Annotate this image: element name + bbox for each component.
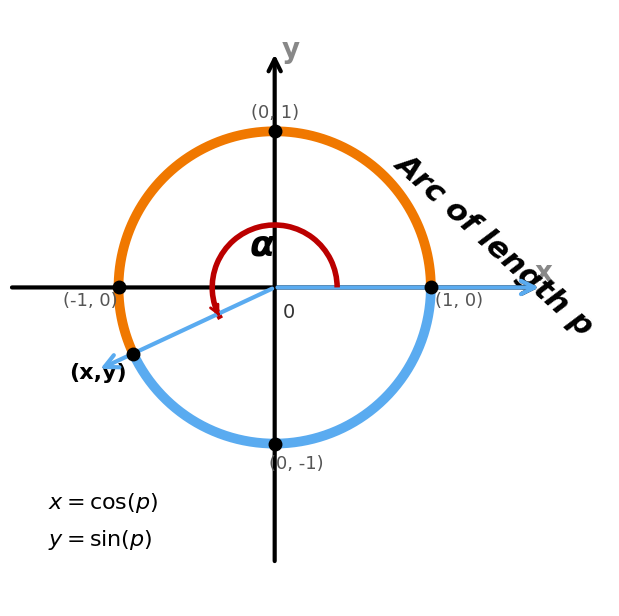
Text: (x,y): (x,y) xyxy=(69,363,127,383)
Text: $y = \sin(p)$: $y = \sin(p)$ xyxy=(48,529,153,553)
Text: (1, 0): (1, 0) xyxy=(435,293,483,310)
Text: x: x xyxy=(534,259,552,288)
Text: (0, 1): (0, 1) xyxy=(251,103,299,121)
Text: (0, -1): (0, -1) xyxy=(269,455,324,473)
Text: α: α xyxy=(249,229,275,262)
Text: 0: 0 xyxy=(283,303,295,322)
Text: (-1, 0): (-1, 0) xyxy=(63,293,118,310)
Text: y: y xyxy=(281,36,300,64)
Text: $x = \cos(p)$: $x = \cos(p)$ xyxy=(48,491,158,515)
Text: Arc of length p: Arc of length p xyxy=(390,148,599,341)
